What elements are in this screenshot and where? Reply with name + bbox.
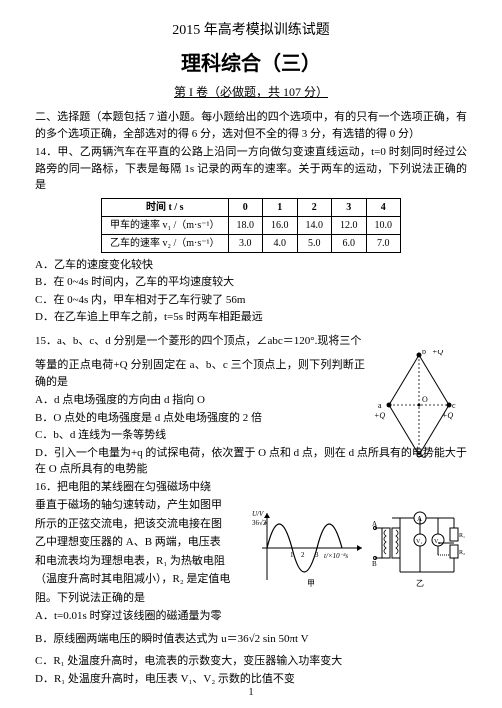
svg-text:甲: 甲 bbox=[307, 579, 315, 588]
td: 7.0 bbox=[366, 234, 401, 252]
q16-stem-line: 垂直于磁场的轴匀速转动，产生如图甲 bbox=[35, 497, 235, 514]
td: 甲车的速率 v₁ /（m·s⁻¹） bbox=[101, 216, 228, 234]
svg-text:3: 3 bbox=[315, 551, 319, 559]
table-header-row: 时间 t / s 0 1 2 3 4 bbox=[101, 198, 400, 216]
th: 2 bbox=[297, 198, 332, 216]
table-row: 乙车的速率 v₂ /（m·s⁻¹） 3.0 4.0 5.0 6.0 7.0 bbox=[101, 234, 400, 252]
svg-text:+Q: +Q bbox=[442, 411, 453, 420]
svg-text:V₁: V₁ bbox=[416, 539, 422, 545]
sub-title: 理科综合（三） bbox=[35, 49, 467, 79]
table-row: 甲车的速率 v₁ /（m·s⁻¹） 18.0 16.0 14.0 12.0 10… bbox=[101, 216, 400, 234]
svg-text:+Q: +Q bbox=[432, 350, 443, 356]
q15-stem-1: 15．a、b、c、d 分别是一个菱形的四个顶点，∠abc＝120°.现将三个 bbox=[35, 333, 365, 350]
td: 10.0 bbox=[366, 216, 401, 234]
q16-option-b: B．原线圈两端电压的瞬时值表达式为 u＝36√2 sin 50πt V bbox=[35, 631, 467, 648]
q16-stem-line: 阻。下列说法正确的是 bbox=[35, 590, 235, 607]
th: 1 bbox=[263, 198, 298, 216]
q16-stem-line: 乙中理想变压器的 A、B 两端，电压表 bbox=[35, 534, 235, 551]
q15-option-c: C．b、d 连线为一条等势线 bbox=[35, 427, 365, 444]
th: 时间 t / s bbox=[101, 198, 228, 216]
q16-stem-line: （温度升高时其电阻减小），R₂ 是定值电 bbox=[35, 571, 235, 588]
section-title: 第 I 卷（必做题，共 107 分） bbox=[35, 83, 467, 101]
td: 乙车的速率 v₂ /（m·s⁻¹） bbox=[101, 234, 228, 252]
th: 4 bbox=[366, 198, 401, 216]
svg-text:O: O bbox=[422, 395, 428, 404]
q16-option-c: C．R₁ 处温度升高时，电流表的示数变大，变压器输入功率变大 bbox=[35, 653, 467, 670]
q15-stem-2: 等量的正点电荷+Q 分别固定在 a、b、c 三个顶点上，则下列判断正确的是 bbox=[35, 357, 365, 390]
svg-text:d: d bbox=[422, 451, 426, 460]
q16-stem-line: 和电流表均为理想电表，R₁ 为热敏电阻 bbox=[35, 553, 235, 570]
q16-stem-line: 16．把电阻的某线圈在匀强磁场中绕 bbox=[35, 479, 235, 496]
svg-text:R₁: R₁ bbox=[459, 533, 465, 539]
q16-circuit-diagram: A A B V₁ V₂ R₁ R₂ 乙 bbox=[372, 510, 467, 590]
q16-option-a: A．t=0.01s 时穿过该线圈的磁通量为零 bbox=[35, 608, 467, 625]
svg-text:2: 2 bbox=[301, 551, 305, 559]
td: 4.0 bbox=[263, 234, 298, 252]
td: 16.0 bbox=[263, 216, 298, 234]
svg-text:1: 1 bbox=[290, 551, 294, 559]
svg-text:A: A bbox=[372, 520, 377, 528]
q15-option-a: A．d 点电场强度的方向由 d 指向 O bbox=[35, 392, 365, 409]
q14-option-b: B．在 0~4s 时间内，乙车的平均速度较大 bbox=[35, 274, 467, 291]
svg-text:b: b bbox=[422, 350, 426, 356]
svg-text:U/V: U/V bbox=[252, 510, 264, 518]
th: 3 bbox=[332, 198, 367, 216]
page-number: 1 bbox=[249, 685, 254, 700]
q15-diamond-diagram: b +Q a +Q c +Q d O bbox=[374, 350, 464, 460]
q14-option-a: A．乙车的速度变化较快 bbox=[35, 257, 467, 274]
section2-intro: 二、选择题（本题包括 7 道小题。每小题给出的四个选项中，有的只有一个选项正确，… bbox=[35, 109, 467, 142]
q14-table: 时间 t / s 0 1 2 3 4 甲车的速率 v₁ /（m·s⁻¹） 18.… bbox=[101, 198, 401, 253]
svg-text:c: c bbox=[452, 401, 456, 410]
svg-text:B: B bbox=[372, 560, 377, 568]
svg-text:V₂: V₂ bbox=[434, 539, 440, 545]
svg-text:乙: 乙 bbox=[416, 579, 424, 588]
q15-option-b: B．O 点处的电场强度是 d 点处电场强度的 2 倍 bbox=[35, 410, 365, 427]
q16-wave-chart: U/V 36√2 1 2 3 t/×10⁻²s 甲 bbox=[252, 508, 367, 588]
td: 12.0 bbox=[332, 216, 367, 234]
q14-option-d: D．在乙车追上甲车之前，t=5s 时两车相距最远 bbox=[35, 309, 467, 326]
svg-text:R₂: R₂ bbox=[459, 550, 465, 556]
main-title: 2015 年高考模拟训练试题 bbox=[35, 20, 467, 41]
td: 3.0 bbox=[228, 234, 263, 252]
q14-stem: 14．甲、乙两辆汽车在平直的公路上沿同一方向做匀变速直线运动，t=0 时刻同时经… bbox=[35, 144, 467, 194]
td: 6.0 bbox=[332, 234, 367, 252]
td: 5.0 bbox=[297, 234, 332, 252]
q16-stem-line: 所示的正弦交流电，把该交流电接在图 bbox=[35, 516, 235, 533]
svg-text:a: a bbox=[378, 401, 382, 410]
th: 0 bbox=[228, 198, 263, 216]
svg-text:t/×10⁻²s: t/×10⁻²s bbox=[324, 552, 348, 560]
svg-text:+Q: +Q bbox=[374, 411, 385, 420]
td: 18.0 bbox=[228, 216, 263, 234]
td: 14.0 bbox=[297, 216, 332, 234]
q14-option-c: C．在 0~4s 内，甲车相对于乙车行驶了 56m bbox=[35, 292, 467, 309]
